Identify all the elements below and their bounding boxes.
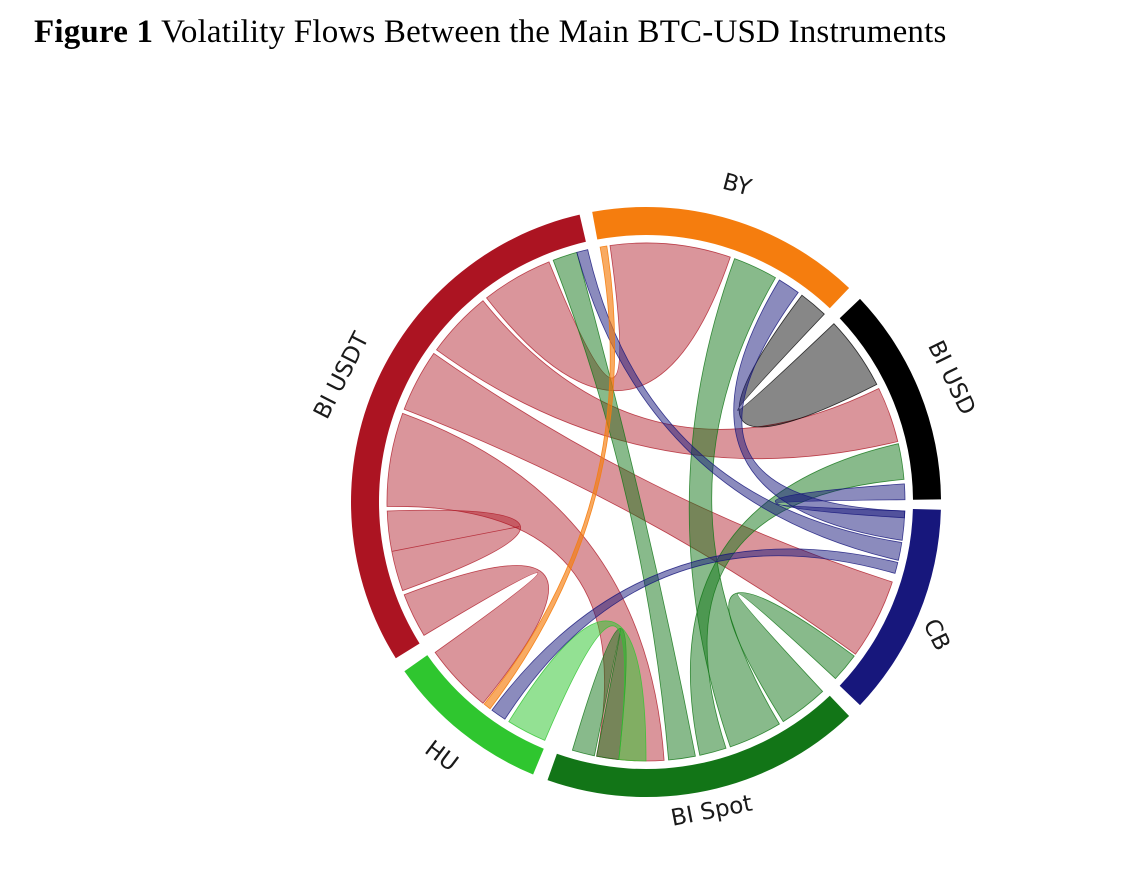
node-label-BY: BY	[720, 169, 755, 202]
node-label-CB: CB	[918, 615, 955, 655]
arc-CB	[839, 509, 941, 706]
ribbon-BI_USDT-BY	[485, 242, 731, 391]
node-label-BI_USDT: BI USDT	[309, 328, 375, 424]
ribbon-CB-BI_USD	[775, 483, 906, 519]
ribbon-BI_USDT-HU	[403, 565, 550, 704]
arc-BI_USD	[839, 298, 941, 500]
ribbon-CB-BI_USDT	[576, 249, 903, 561]
ribbon-BI_Spot-BI_USDT	[552, 251, 696, 761]
figure-title-label: Figure 1	[34, 14, 154, 50]
ribbon-BI_USDT-CB	[403, 352, 893, 655]
arc-BI_Spot	[547, 695, 850, 798]
figure-title-text: Volatility Flows Between the Main BTC-US…	[153, 14, 947, 50]
ribbon-BI_Spot-BY	[688, 258, 780, 748]
node-label-BI_USD: BI USD	[922, 337, 980, 419]
ribbon-HU-BI_Spot	[508, 620, 647, 762]
arc-HU	[404, 655, 544, 775]
ribbon-BI_Spot-BI_USD	[689, 443, 905, 756]
figure-title: Figure 1 Volatility Flows Between the Ma…	[34, 14, 1134, 51]
node-label-HU: HU	[420, 736, 463, 777]
ribbon-BI_Spot-CB	[728, 592, 855, 723]
arc-BY	[592, 206, 850, 309]
ribbon-BI_USDT-BI_Spot	[386, 412, 665, 762]
ribbon-CB-HU	[491, 548, 899, 720]
ribbon-BI_USDT-BI_USDT	[386, 509, 521, 592]
ribbon-BY-HU	[483, 245, 616, 710]
arc-BI_USDT	[351, 214, 586, 659]
node-label-BI_Spot: BI Spot	[669, 791, 755, 832]
